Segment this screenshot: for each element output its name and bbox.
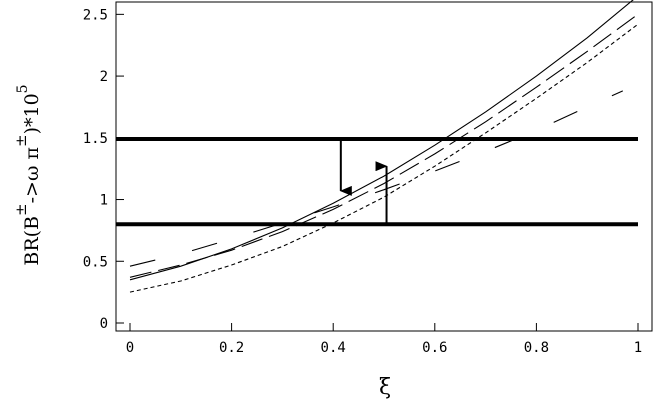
- y-axis-title-prefix: BR(B: [21, 216, 43, 266]
- x-tick-label: 0.2: [219, 340, 244, 356]
- y-tick-label: 0: [100, 316, 108, 332]
- y-tick-label: 1.5: [83, 131, 108, 147]
- y-axis-title-pm-1: ±: [12, 203, 30, 216]
- y-axis-title: BR(B±->ω π±)*105: [12, 84, 43, 265]
- y-tick-label: 1: [100, 193, 108, 209]
- plot-frame: [115, 1, 653, 332]
- x-axis-ticks: 0 0.2 0.4 0.6 0.8 1: [126, 323, 642, 356]
- series-line-sparse-dash: [129, 90, 624, 267]
- y-axis-title-middle: ->ω π: [21, 147, 43, 203]
- bounds-layer: [116, 137, 638, 227]
- y-axis-ticks: 0 0.5 1 1.5 2 2.5: [83, 7, 124, 332]
- arrows-layer: [339, 139, 388, 225]
- series-line-long-dash: [129, 13, 639, 278]
- y-tick-label: 2.5: [83, 7, 108, 23]
- x-tick-label: 1: [634, 340, 642, 356]
- y-axis-title-pm-2: ±: [12, 134, 30, 147]
- x-tick-label: 0.4: [321, 340, 346, 356]
- series-layer: [129, 0, 639, 293]
- x-tick-label: 0.8: [524, 340, 549, 356]
- y-tick-label: 2: [100, 69, 108, 85]
- y-tick-label: 0.5: [83, 254, 108, 270]
- y-axis-title-suffix: )*10: [21, 93, 43, 134]
- y-axis-title-exponent: 5: [15, 84, 31, 93]
- x-axis-title: ξ: [379, 375, 391, 400]
- x-tick-label: 0: [126, 340, 134, 356]
- series-line-short-dash: [129, 23, 639, 293]
- x-tick-label: 0.6: [422, 340, 447, 356]
